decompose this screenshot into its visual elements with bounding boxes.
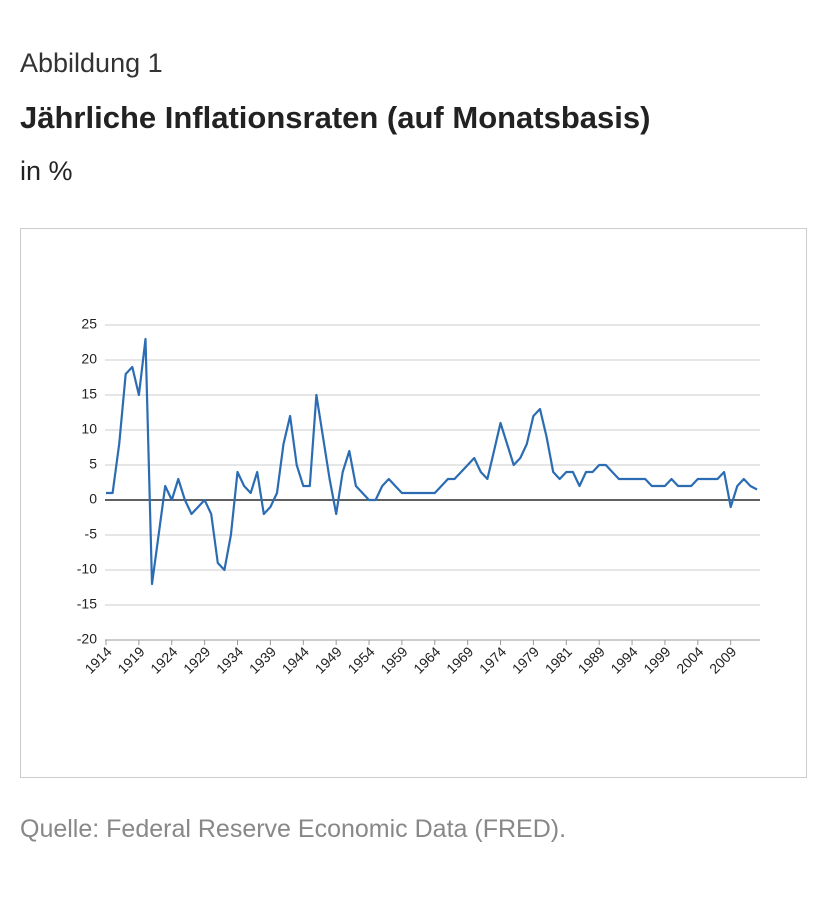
y-tick-label: 25 xyxy=(81,316,97,332)
y-tick-label: 0 xyxy=(89,491,97,507)
x-tick-label: 2004 xyxy=(673,643,706,676)
y-tick-label: -10 xyxy=(77,561,97,577)
x-tick-label: 1999 xyxy=(640,643,673,676)
x-tick-label: 1944 xyxy=(279,643,312,676)
y-tick-label: -5 xyxy=(85,526,98,542)
chart-frame xyxy=(20,228,807,778)
x-tick-label: 1954 xyxy=(344,643,377,676)
x-tick-label: 1981 xyxy=(542,643,575,676)
x-tick-label: 2009 xyxy=(706,643,739,676)
data-line xyxy=(106,337,758,586)
chart-subtitle: in % xyxy=(20,156,73,186)
x-tick-label: 1949 xyxy=(312,643,345,676)
x-tick-label: 1914 xyxy=(81,643,114,676)
x-tick-label: 1964 xyxy=(410,643,443,676)
source-note: Quelle: Federal Reserve Economic Data (F… xyxy=(20,815,567,843)
x-tick-label: 1934 xyxy=(213,643,246,676)
y-tick-label: 20 xyxy=(81,351,97,367)
x-tick-label: 1994 xyxy=(607,643,640,676)
y-tick-label: 5 xyxy=(89,456,97,472)
x-tick-label: 1919 xyxy=(114,643,147,676)
x-tick-label: 1979 xyxy=(509,643,542,676)
y-tick-label: -15 xyxy=(77,596,97,612)
chart-title: Jährliche Inflationsraten (auf Monatsbas… xyxy=(20,100,651,135)
y-tick-label: 10 xyxy=(81,421,97,437)
y-tick-label: -20 xyxy=(77,631,97,647)
x-tick-label: 1974 xyxy=(476,643,509,676)
x-tick-label: 1959 xyxy=(377,643,410,676)
x-tick-label: 1924 xyxy=(147,643,180,676)
x-tick-label: 1969 xyxy=(443,643,476,676)
x-tick-label: 1929 xyxy=(180,643,213,676)
figure-label: Abbildung 1 xyxy=(20,48,163,78)
x-tick-label: 1989 xyxy=(575,643,608,676)
y-tick-label: 15 xyxy=(81,386,97,402)
x-tick-label: 1939 xyxy=(246,643,279,676)
